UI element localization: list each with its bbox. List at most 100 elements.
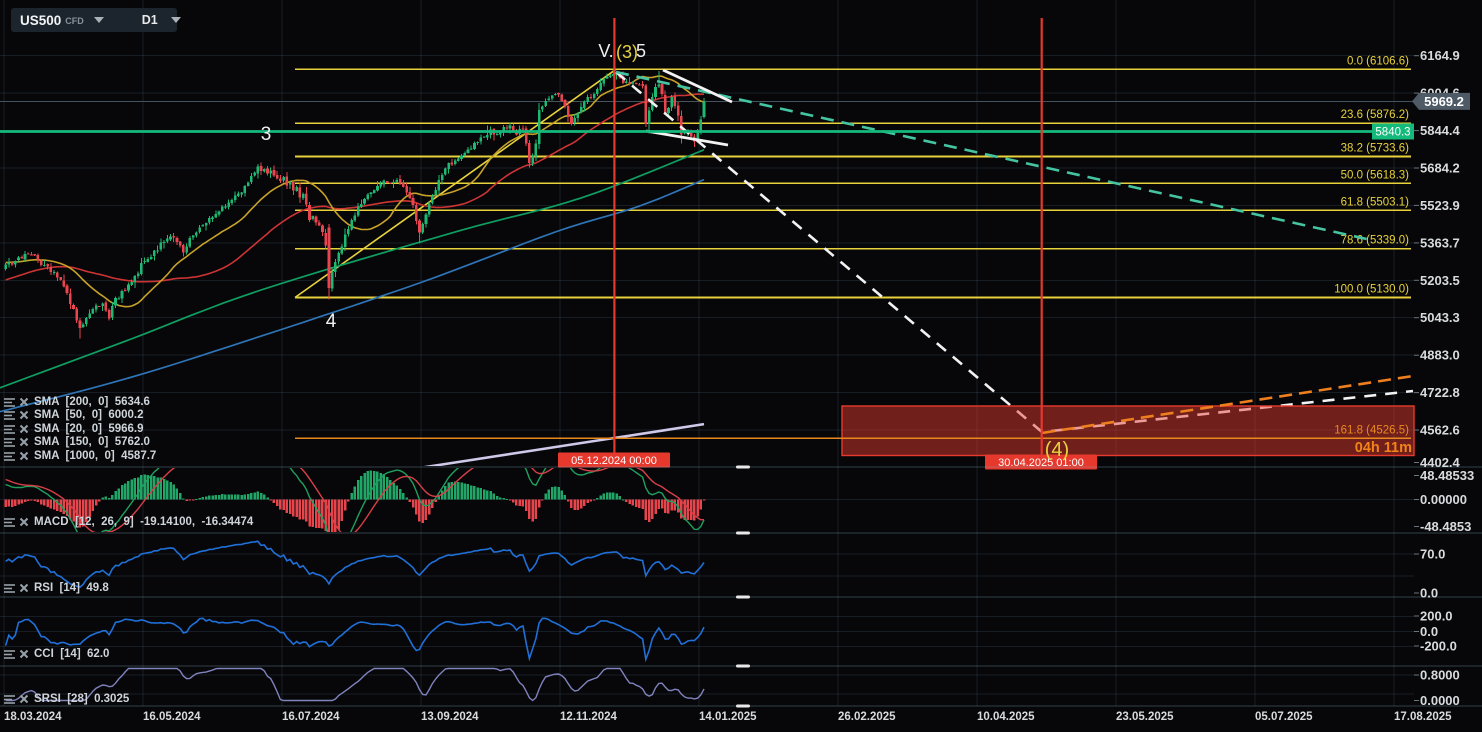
indicator-settings-icon[interactable]: [4, 424, 15, 434]
macd-histogram-bar: [431, 499, 434, 508]
indicator-remove-icon[interactable]: [19, 451, 30, 461]
indicator-settings-icon[interactable]: [4, 583, 15, 593]
sma-150-line[interactable]: [0, 149, 705, 389]
indicator-settings-icon[interactable]: [4, 451, 15, 461]
candle-body: [237, 193, 240, 197]
time-axis[interactable]: 18.03.2024 16.05.2024 16.07.2024 13.09.2024…: [4, 711, 1452, 723]
macd-histogram-bar: [473, 486, 476, 500]
sma-20-line[interactable]: [5, 75, 705, 308]
indicator-settings-icon[interactable]: [4, 649, 15, 659]
icon-line: [19, 437, 29, 447]
macd-histogram-bar: [366, 471, 369, 500]
cci-tick-label: 0.0: [1420, 624, 1438, 639]
pane-resize-handle[interactable]: [736, 704, 750, 708]
macd-histogram-bar: [599, 495, 602, 500]
pane-resize-handle[interactable]: [736, 465, 750, 469]
candle-body: [175, 238, 179, 242]
indicator-settings-icon[interactable]: [4, 694, 15, 704]
indicator-settings-icon[interactable]: [4, 397, 15, 407]
candle-body: [599, 83, 602, 90]
layer-fib: 0.0 (6106.6) 23.6 (5876.2) 38.2 (5733.6) 50…: [294, 55, 1411, 299]
macd-histogram-bar: [292, 499, 295, 517]
elliott-wave-label[interactable]: V.: [598, 41, 613, 61]
sma-50-line[interactable]: [5, 93, 705, 283]
indicator-label: SMA [150, 0] 5762.0: [34, 436, 150, 448]
instrument-selector[interactable]: US500 CFD D1: [11, 8, 181, 32]
macd-histogram-bar: [405, 497, 408, 500]
wedge-upper-line[interactable]: [662, 68, 733, 104]
macd-histogram-bar: [347, 499, 350, 502]
macd-histogram-bar: [524, 499, 528, 511]
indicator-remove-icon[interactable]: [19, 694, 30, 704]
candle-body: [285, 176, 289, 186]
macd-histogram-bar: [308, 499, 311, 527]
chevron-down-icon[interactable]: [93, 17, 104, 23]
indicator-settings-icon[interactable]: [4, 517, 15, 527]
settings-icon-glyph: [4, 694, 15, 704]
target-zone-rectangle[interactable]: [841, 405, 1415, 457]
close-icon-lines: [19, 424, 29, 433]
time-tick-label: 12.11.2024: [560, 711, 618, 723]
macd-histogram-bar: [188, 499, 192, 501]
layer-panes: [4, 468, 706, 702]
elliott-wave-label[interactable]: 5: [636, 41, 646, 61]
macd-histogram-bar: [657, 499, 660, 510]
candle-body: [421, 223, 424, 233]
indicator-remove-icon[interactable]: [19, 649, 30, 659]
candle-body: [146, 258, 150, 262]
macd-histogram-bar: [547, 489, 551, 500]
macd-histogram-bar: [644, 499, 648, 520]
macd-histogram-bar: [689, 499, 693, 521]
macd-histogram-bar: [162, 479, 166, 500]
event-date-badge: [985, 454, 1097, 470]
indicator-remove-icon[interactable]: [19, 424, 30, 434]
fib-trendline[interactable]: [294, 68, 617, 299]
candle-body: [330, 271, 334, 289]
candle-body: [683, 132, 686, 134]
macd-histogram-bar: [573, 499, 576, 511]
macd-histogram-bar: [647, 499, 651, 523]
indicator-settings-icon[interactable]: [4, 410, 15, 420]
projection-teal-dashed[interactable]: [615, 70, 1372, 242]
macd-histogram-bar: [104, 496, 108, 500]
indicator-remove-icon[interactable]: [19, 410, 30, 420]
candle-body: [127, 284, 130, 291]
projection-orange-dashed[interactable]: [1041, 374, 1414, 435]
indicator-remove-icon[interactable]: [19, 583, 30, 593]
rsi-pane: [5, 540, 705, 588]
macd-histogram-bar: [146, 474, 150, 500]
price-axis[interactable]: 6164.96004.65844.45684.25523.95363.75203…: [1372, 48, 1474, 708]
elliott-wave-label[interactable]: 3: [261, 124, 272, 145]
macd-histogram-bar: [20, 499, 23, 504]
pane-resize-handle[interactable]: [736, 664, 750, 668]
elliott-wave-label[interactable]: (4): [1045, 439, 1069, 461]
macd-histogram-bar: [233, 494, 237, 500]
icon-line: [19, 451, 29, 460]
candle-body: [583, 101, 586, 108]
indicator-remove-icon[interactable]: [19, 437, 30, 447]
icon-line: [19, 517, 29, 527]
candle-body: [130, 281, 133, 285]
pane-resize-handle[interactable]: [736, 595, 750, 599]
candle-body: [486, 134, 489, 138]
projection-white-dashed[interactable]: [615, 71, 1414, 434]
candle-body: [94, 305, 98, 310]
pane-resize-handle[interactable]: [736, 531, 750, 535]
macd-histogram-bar: [699, 499, 703, 510]
elliott-wave-label[interactable]: (3): [616, 42, 638, 62]
sma-200-line[interactable]: [0, 178, 705, 413]
close-icon-glyph: [19, 694, 29, 703]
candle-body: [214, 213, 218, 218]
candle-body: [628, 82, 631, 84]
indicator-settings-icon[interactable]: [4, 437, 15, 447]
sma-1000-line[interactable]: [200, 422, 705, 502]
layer-grid: [0, 0, 1414, 706]
candle-body: [670, 97, 673, 108]
indicator-remove-icon[interactable]: [19, 517, 30, 527]
wedge-lower-line[interactable]: [645, 129, 729, 147]
elliott-wave-label[interactable]: 4: [326, 311, 337, 332]
macd-histogram-bar: [88, 499, 91, 517]
indicator-remove-icon[interactable]: [19, 397, 30, 407]
chevron-down-icon[interactable]: [170, 17, 181, 23]
